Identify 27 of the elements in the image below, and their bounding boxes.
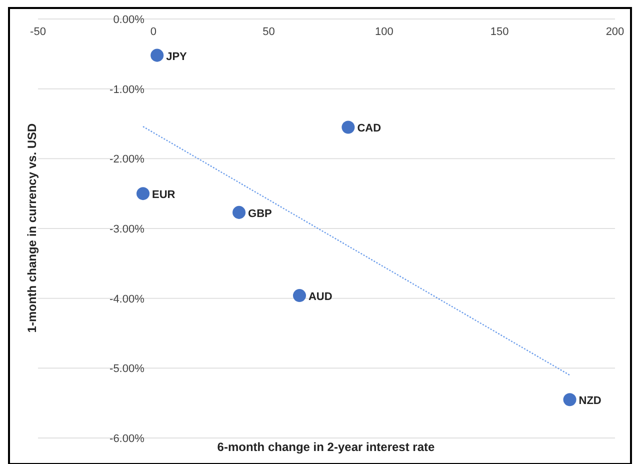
x-tick-label: 200 <box>606 26 624 38</box>
point <box>292 289 306 302</box>
y-tick-label: -1.00% <box>110 84 145 96</box>
y-axis-title: 1-month change in currency vs. USD <box>25 122 39 333</box>
annotation: AUD <box>308 291 332 304</box>
point <box>150 48 164 62</box>
y-tick-label: -4.00% <box>110 293 145 306</box>
point <box>232 206 246 219</box>
point <box>563 393 576 406</box>
x-tick-label: 50 <box>262 26 275 38</box>
point <box>342 120 355 134</box>
annotation: NZD <box>578 395 602 408</box>
annotation: EUR <box>152 189 176 202</box>
x-tick-label: 150 <box>490 26 509 38</box>
x-tick-label: 100 <box>375 26 394 38</box>
annotation: CAD <box>357 122 382 135</box>
y-tick-label: -6.00% <box>110 433 145 445</box>
y-tick-label: 0.00% <box>113 14 145 26</box>
x-axis-title: 6-month change in 2-year interest rate <box>217 440 436 454</box>
y-tick-label: -2.00% <box>110 154 145 166</box>
y-tick-label: -3.00% <box>110 224 145 236</box>
x-tick-label: 0 <box>150 26 156 38</box>
x-tick-label: -50 <box>30 26 46 38</box>
y-tick-label: -5.00% <box>110 363 145 376</box>
point <box>136 187 150 200</box>
annotation: GBP <box>248 208 272 220</box>
annotation: JPY <box>166 50 188 63</box>
